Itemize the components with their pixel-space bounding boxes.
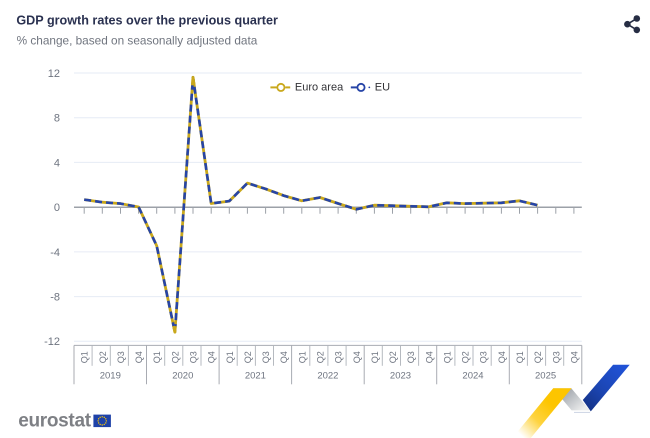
- svg-text:Q4: Q4: [134, 351, 144, 363]
- svg-text:Q3: Q3: [189, 351, 199, 363]
- svg-text:Q3: Q3: [334, 351, 344, 363]
- svg-text:Q1: Q1: [297, 351, 307, 363]
- svg-text:Q1: Q1: [442, 351, 452, 363]
- svg-text:Q2: Q2: [388, 351, 398, 363]
- svg-text:Q2: Q2: [461, 351, 471, 363]
- svg-text:Q3: Q3: [116, 351, 126, 363]
- svg-text:Q3: Q3: [406, 351, 416, 363]
- svg-text:Q4: Q4: [207, 351, 217, 363]
- svg-text:2021: 2021: [245, 371, 266, 382]
- svg-text:2024: 2024: [462, 371, 483, 382]
- svg-text:-8: -8: [50, 292, 60, 304]
- svg-text:Q1: Q1: [515, 351, 525, 363]
- svg-text:2023: 2023: [390, 371, 411, 382]
- svg-text:2020: 2020: [172, 371, 193, 382]
- svg-text:2019: 2019: [100, 371, 121, 382]
- svg-text:-4: -4: [50, 247, 60, 259]
- svg-text:% change, based on seasonally: % change, based on seasonally adjusted d…: [17, 33, 258, 47]
- svg-text:2022: 2022: [317, 371, 338, 382]
- svg-text:Q1: Q1: [225, 351, 235, 363]
- svg-text:Q1: Q1: [80, 351, 90, 363]
- svg-text:Q3: Q3: [479, 351, 489, 363]
- svg-text:Q1: Q1: [370, 351, 380, 363]
- svg-text:Q4: Q4: [424, 351, 434, 363]
- svg-text:Q4: Q4: [352, 351, 362, 363]
- svg-text:eurostat: eurostat: [18, 410, 92, 431]
- svg-text:8: 8: [54, 113, 60, 125]
- svg-text:Q4: Q4: [569, 351, 579, 363]
- svg-text:Q4: Q4: [497, 351, 507, 363]
- svg-text:2025: 2025: [535, 371, 556, 382]
- svg-text:12: 12: [48, 68, 60, 80]
- svg-text:Q2: Q2: [170, 351, 180, 363]
- svg-text:Q1: Q1: [152, 351, 162, 363]
- svg-text:Q2: Q2: [533, 351, 543, 363]
- svg-text:Q3: Q3: [551, 351, 561, 363]
- svg-text:EU: EU: [375, 81, 390, 93]
- svg-text:Q2: Q2: [98, 351, 108, 363]
- svg-text:Q4: Q4: [279, 351, 289, 363]
- svg-text:4: 4: [54, 157, 60, 169]
- svg-text:Q3: Q3: [261, 351, 271, 363]
- svg-text:GDP growth rates over the prev: GDP growth rates over the previous quart…: [16, 14, 278, 28]
- svg-text:Q2: Q2: [243, 351, 253, 363]
- svg-text:-12: -12: [44, 336, 60, 348]
- svg-text:Euro area: Euro area: [295, 81, 344, 93]
- svg-text:Q2: Q2: [316, 351, 326, 363]
- svg-text:0: 0: [54, 202, 60, 214]
